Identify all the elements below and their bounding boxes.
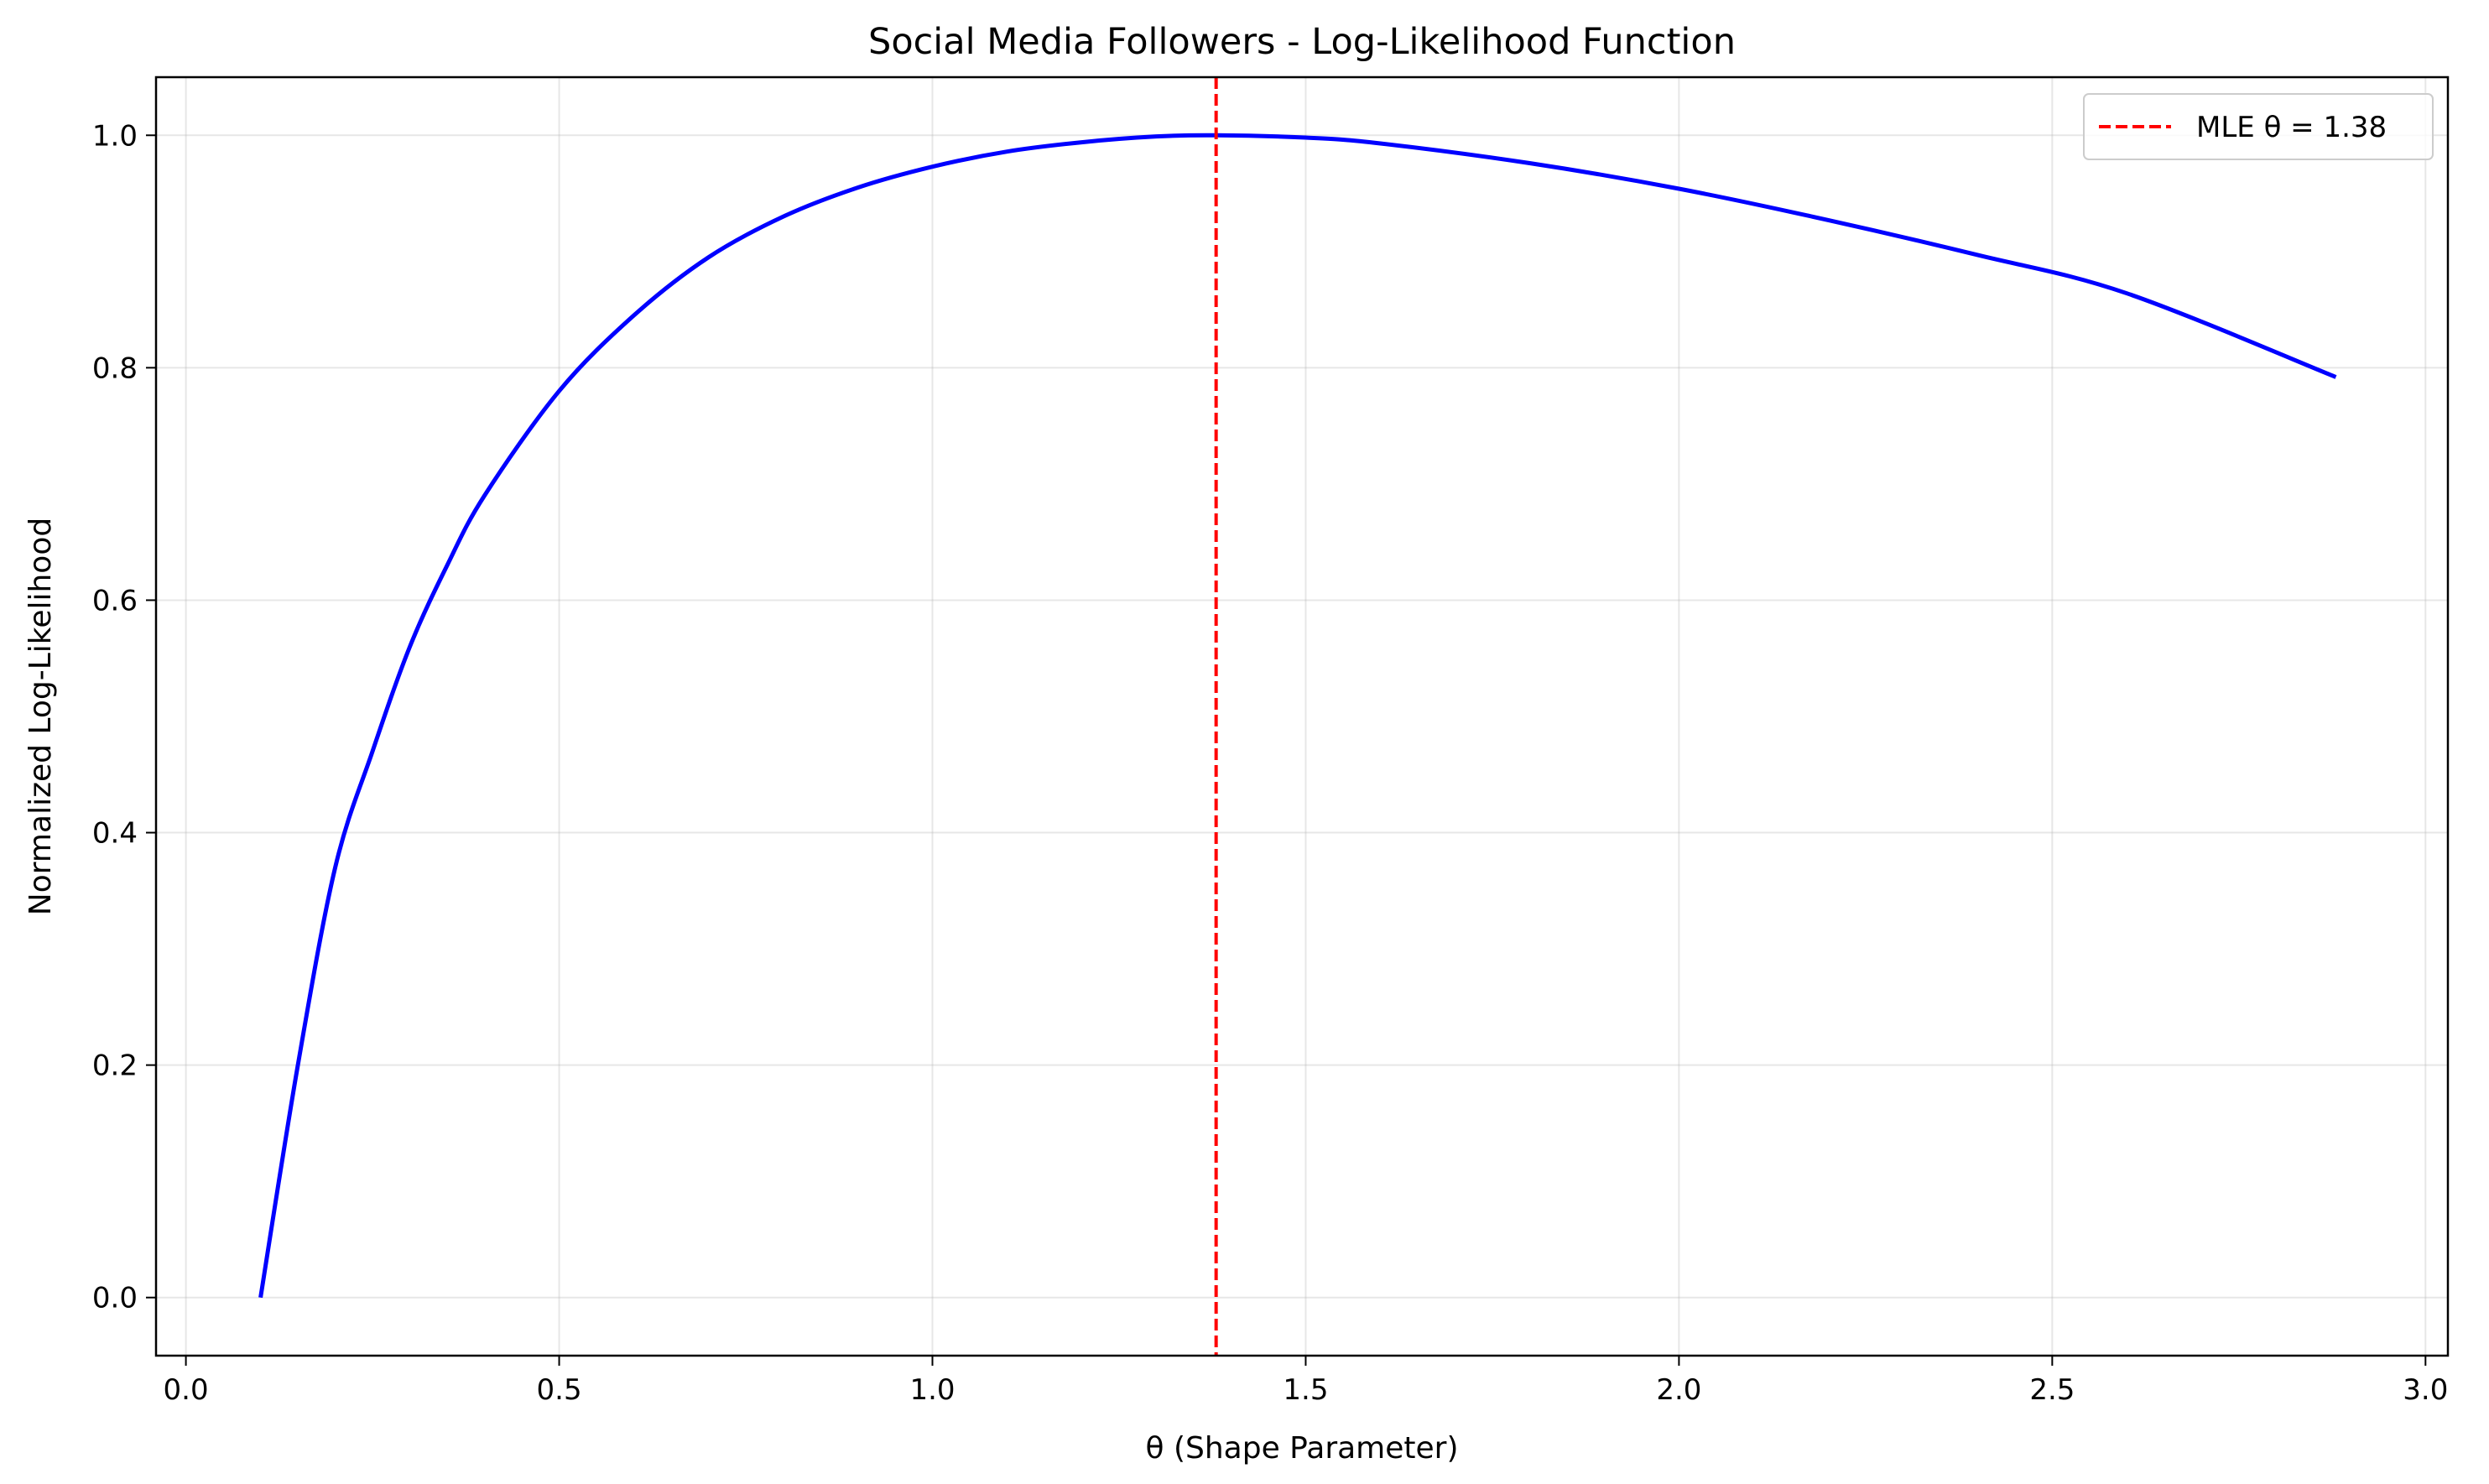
grid — [156, 77, 2448, 1356]
y-tick-label: 0.6 — [92, 584, 138, 617]
y-tick-label: 0.2 — [92, 1049, 138, 1083]
legend-label-mle: MLE θ = 1.38 — [2196, 111, 2387, 144]
series-layer — [258, 133, 2337, 1299]
x-tick-label: 1.5 — [1283, 1373, 1328, 1407]
y-tick-label: 1.0 — [92, 119, 138, 153]
y-tick-label: 0.4 — [92, 817, 138, 851]
legend: MLE θ = 1.38 — [2083, 93, 2434, 160]
series-line-log-likelihood — [258, 133, 2337, 1299]
x-axis-title: θ (Shape Parameter) — [1145, 1431, 1458, 1466]
x-tick-label: 2.5 — [2029, 1373, 2075, 1407]
x-tick-label: 2.0 — [1656, 1373, 1701, 1407]
y-axis: 0.0 0.2 0.4 0.6 0.8 1.0 — [92, 119, 156, 1315]
legend-box — [2083, 93, 2434, 160]
x-tick-label: 3.0 — [2403, 1373, 2448, 1407]
x-tick-label: 0.0 — [164, 1373, 209, 1407]
y-tick-label: 0.8 — [92, 351, 138, 385]
x-axis: 0.0 0.5 1.0 1.5 2.0 2.5 3.0 — [164, 1356, 2448, 1407]
x-tick-label: 0.5 — [537, 1373, 582, 1407]
y-axis-title: Normalized Log-Likelihood — [23, 518, 58, 915]
plot-frame — [154, 76, 2450, 1357]
x-tick-label: 1.0 — [909, 1373, 955, 1407]
chart-title: Social Media Followers - Log-Likelihood … — [868, 21, 1736, 63]
y-tick-label: 0.0 — [92, 1282, 138, 1315]
